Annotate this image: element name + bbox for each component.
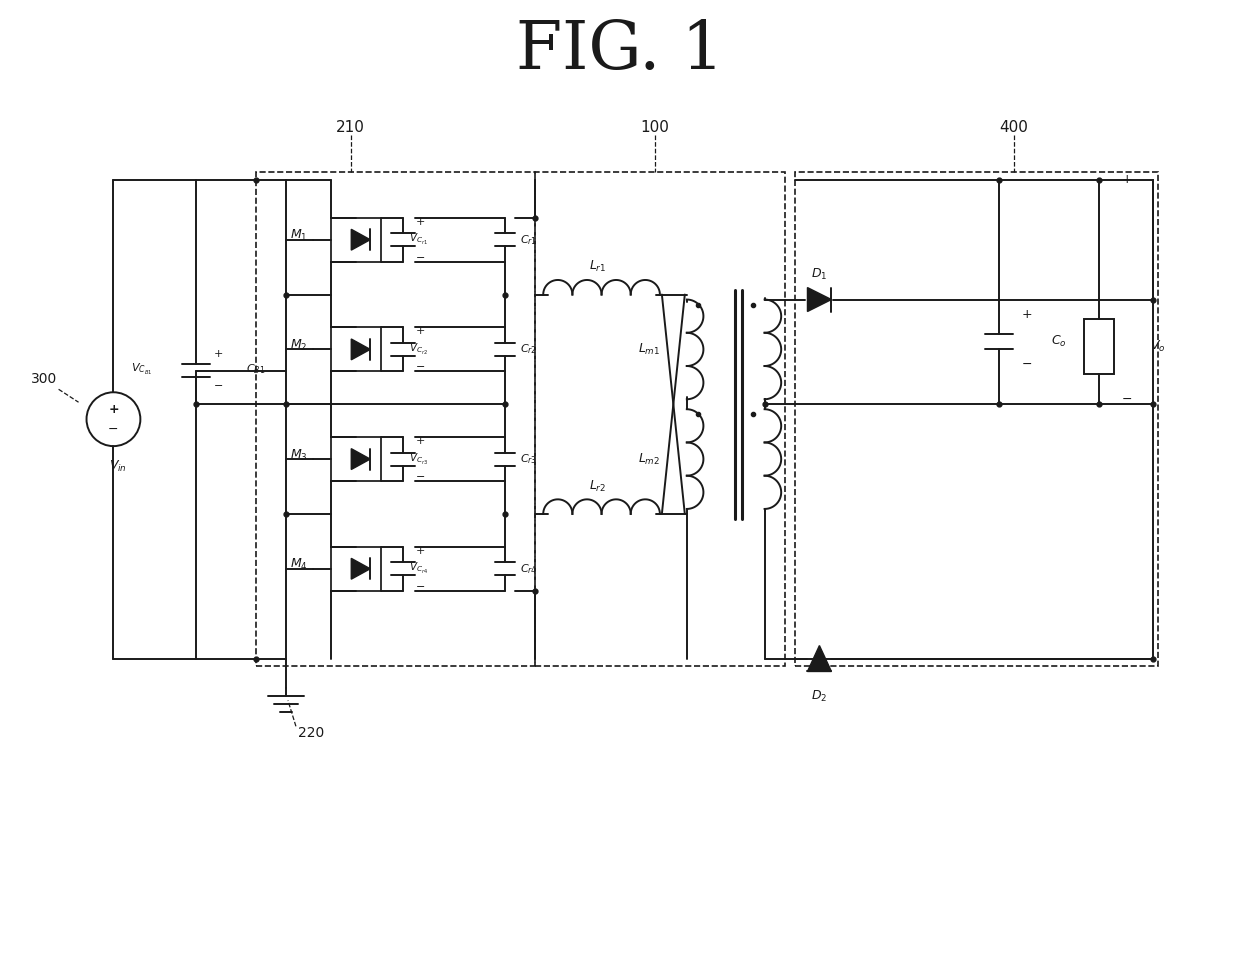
Text: +: + xyxy=(415,217,425,227)
Polygon shape xyxy=(351,339,371,359)
Text: 100: 100 xyxy=(641,120,670,135)
Text: $M_4$: $M_4$ xyxy=(290,557,308,573)
Polygon shape xyxy=(351,449,371,469)
Text: 400: 400 xyxy=(999,120,1028,135)
Text: −: − xyxy=(108,423,119,435)
Text: $L_{m2}$: $L_{m2}$ xyxy=(637,452,660,467)
Polygon shape xyxy=(807,287,831,312)
Text: +: + xyxy=(415,436,425,446)
Text: $C_{r2}$: $C_{r2}$ xyxy=(521,343,537,356)
Text: 300: 300 xyxy=(31,372,57,387)
Text: $C_{B1}$: $C_{B1}$ xyxy=(246,362,265,376)
Text: $V_o$: $V_o$ xyxy=(1151,339,1166,354)
Text: $D_1$: $D_1$ xyxy=(811,267,827,282)
Text: +: + xyxy=(415,545,425,556)
Polygon shape xyxy=(351,558,371,580)
Text: FIG. 1: FIG. 1 xyxy=(516,18,724,83)
Text: +: + xyxy=(1022,308,1032,321)
Text: +: + xyxy=(415,326,425,336)
Text: $C_o$: $C_o$ xyxy=(1050,334,1066,349)
Polygon shape xyxy=(807,646,831,671)
Text: +: + xyxy=(1121,173,1132,186)
Text: −: − xyxy=(415,252,425,263)
Text: $V_{C_{r1}}$: $V_{C_{r1}}$ xyxy=(409,232,428,247)
Text: $V_{C_{r3}}$: $V_{C_{r3}}$ xyxy=(409,452,428,467)
Text: −: − xyxy=(415,581,425,592)
Text: $C_{r3}$: $C_{r3}$ xyxy=(521,452,537,466)
Bar xyxy=(331,327,381,371)
Text: −: − xyxy=(1022,357,1032,371)
Bar xyxy=(795,171,1158,666)
Polygon shape xyxy=(351,229,371,250)
Text: $M_3$: $M_3$ xyxy=(290,447,308,463)
Text: 220: 220 xyxy=(298,727,324,740)
Text: −: − xyxy=(415,362,425,372)
Bar xyxy=(255,171,536,666)
Text: $V_{C_{B1}}$: $V_{C_{B1}}$ xyxy=(130,361,153,377)
Text: −: − xyxy=(415,472,425,482)
Text: $L_{r2}$: $L_{r2}$ xyxy=(589,478,606,494)
Text: $M_2$: $M_2$ xyxy=(290,338,308,353)
Text: $V_{C_{r2}}$: $V_{C_{r2}}$ xyxy=(409,342,428,356)
Bar xyxy=(536,171,785,666)
Bar xyxy=(331,218,381,262)
Bar xyxy=(331,546,381,590)
Bar xyxy=(1084,319,1114,374)
Text: $D_2$: $D_2$ xyxy=(811,689,827,704)
Text: $V_{in}$: $V_{in}$ xyxy=(109,459,128,473)
Text: $M_1$: $M_1$ xyxy=(290,228,308,244)
Text: 210: 210 xyxy=(336,120,366,135)
Text: $C_{r4}$: $C_{r4}$ xyxy=(521,562,538,576)
Text: +: + xyxy=(213,350,223,359)
Bar xyxy=(331,437,381,481)
Text: +: + xyxy=(108,402,119,416)
Text: $V_{C_{r4}}$: $V_{C_{r4}}$ xyxy=(409,561,428,577)
Text: $L_{m1}$: $L_{m1}$ xyxy=(637,342,660,356)
Text: $C_{r1}$: $C_{r1}$ xyxy=(521,233,537,246)
Text: $L_{r1}$: $L_{r1}$ xyxy=(589,259,606,274)
Text: −: − xyxy=(213,381,223,392)
Text: −: − xyxy=(1121,393,1132,406)
